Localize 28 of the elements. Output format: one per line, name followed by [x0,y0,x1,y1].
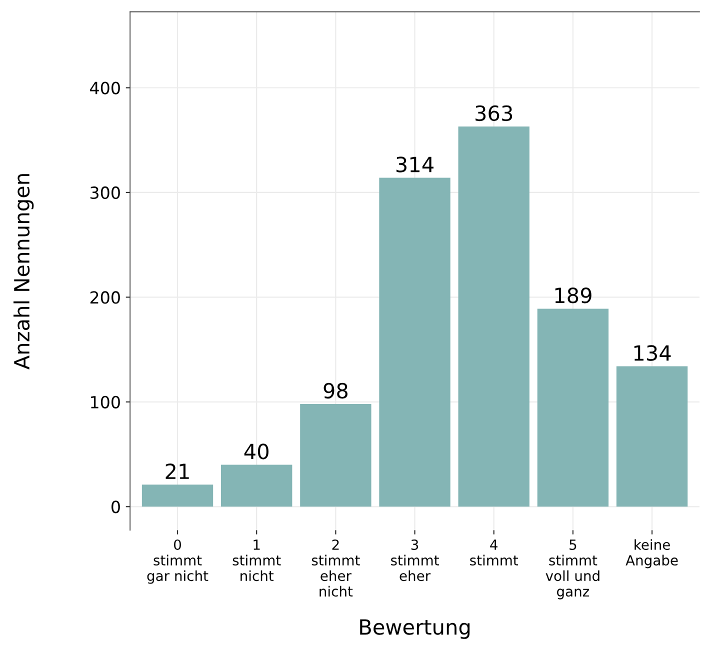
bar [537,308,609,507]
data-label: 98 [324,382,348,399]
bar [458,126,530,507]
data-label: 134 [634,345,671,361]
bar [300,404,372,507]
x-tick-label: 1 stimmt nicht [232,540,281,582]
bar [616,366,688,507]
bar [142,484,214,507]
y-tick-label: 200 [90,291,120,304]
x-tick-label: 0 stimmt gar nicht [147,539,208,584]
data-label: 314 [396,156,434,172]
data-label: 40 [244,444,268,460]
x-axis-title: Bewertung [360,619,470,639]
data-label: 189 [555,288,592,304]
x-tick-label: 2 stimmt eher nicht [312,539,360,597]
x-tick-label: 5 stimmt voll und ganz [546,540,600,600]
data-label: 21 [166,463,189,479]
y-tick-label: 300 [90,186,120,200]
y-tick-label: 100 [91,396,120,408]
bar [379,178,450,507]
y-axis-title: Anzahl Nennungen [13,174,34,370]
x-tick-label: keine Angabe [626,539,678,568]
x-tick-label: 3 stimmt eher [391,539,439,582]
x-tick-label: 4 stimmt [470,540,518,566]
data-label: 363 [476,105,512,122]
y-tick-label: 0 [112,500,120,514]
y-tick-label: 400 [90,82,120,94]
bar [221,464,292,507]
